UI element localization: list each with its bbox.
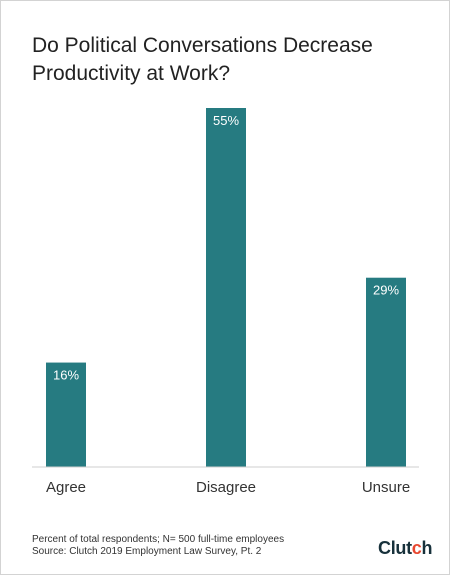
bar-disagree [206,108,246,467]
bars-layer: 16% 55% 29% [46,108,406,467]
category-label-unsure: Unsure [362,479,410,496]
bar-agree [46,362,86,467]
footnote-respondents: Percent of total respondents; N= 500 ful… [32,534,285,545]
chart-title: Do Political Conversations Decrease Prod… [32,34,373,85]
data-label-disagree: 55% [213,113,239,128]
bar-unsure [366,277,406,467]
footnote-source: Source: Clutch 2019 Employment Law Surve… [32,546,262,557]
labels-layer: Agree Disagree Unsure [46,479,410,496]
data-label-agree: 16% [53,368,79,383]
clutch-logo: Clutch [378,538,433,558]
category-label-disagree: Disagree [196,479,256,496]
bar-chart: 16% 55% 29% Agree Disagree Unsure [32,108,419,496]
category-label-agree: Agree [46,479,86,496]
data-label-unsure: 29% [373,283,399,298]
